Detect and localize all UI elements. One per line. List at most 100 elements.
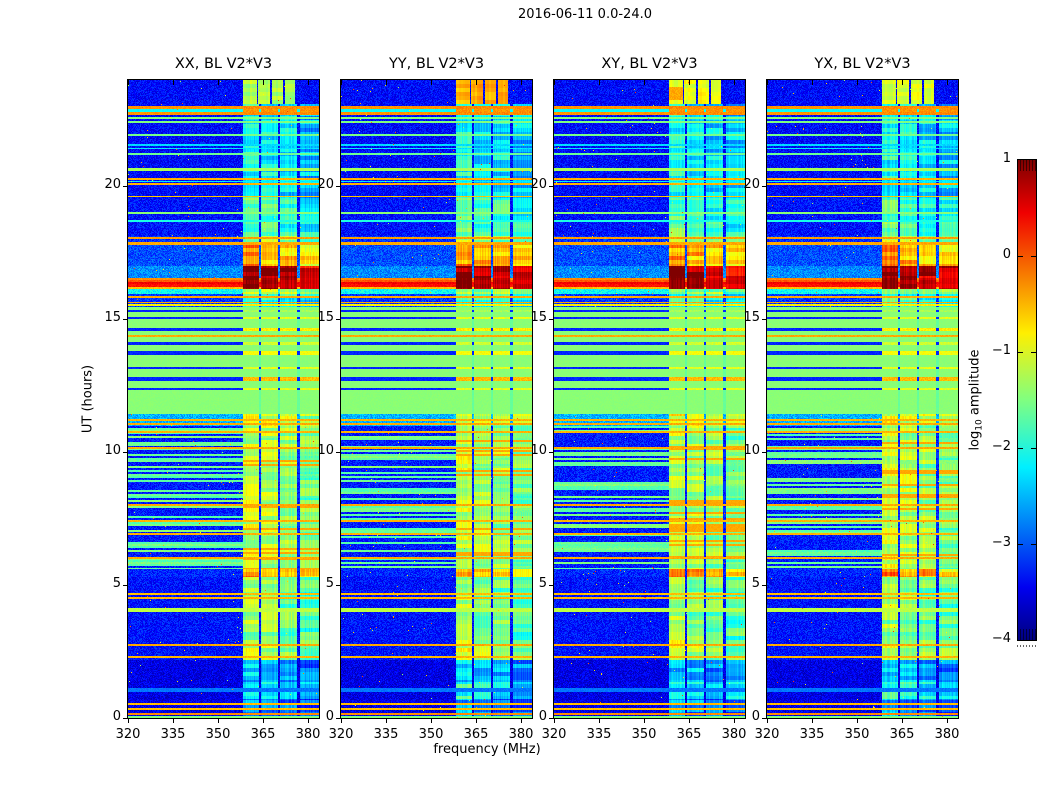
colorbar-tick-label: 0: [1002, 247, 1011, 262]
x-tick-top: [857, 80, 858, 85]
colorbar-tick: [1018, 544, 1023, 545]
x-tick-label: 350: [205, 727, 231, 742]
x-tick: [554, 719, 555, 723]
y-tick: [336, 452, 340, 454]
x-tick-label: 365: [250, 727, 276, 742]
y-tick: [549, 585, 553, 587]
spectrogram-canvas: [341, 80, 532, 718]
x-tick-label: 380: [295, 727, 321, 742]
colorbar-tick: [1018, 352, 1023, 353]
x-tick: [308, 719, 309, 723]
y-tick-label: 15: [317, 310, 334, 326]
y-axis-label: UT (hours): [80, 364, 96, 434]
y-tick-label: 20: [530, 177, 547, 193]
x-tick: [812, 719, 813, 723]
x-tick: [386, 719, 387, 723]
y-tick-label: 5: [751, 576, 760, 592]
x-tick-label: 320: [541, 727, 567, 742]
x-tick: [173, 719, 174, 723]
y-tick: [123, 186, 127, 188]
colorbar-tick: [1018, 448, 1023, 449]
y-tick-label: 10: [743, 443, 760, 459]
x-tick-top: [767, 80, 768, 85]
x-tick-top: [128, 80, 129, 85]
panel-frame: [340, 79, 533, 719]
panel-title: XY, BL V2*V3: [601, 56, 698, 72]
colorbar-gradient: [1018, 160, 1036, 640]
y-tick: [123, 319, 127, 321]
x-tick-label: 320: [328, 727, 354, 742]
y-tick: [549, 319, 553, 321]
x-tick: [644, 719, 645, 723]
x-tick-label: 380: [934, 727, 960, 742]
x-tick: [902, 719, 903, 723]
x-tick-label: 335: [160, 727, 186, 742]
y-tick: [336, 718, 340, 719]
panel-title: XX, BL V2*V3: [174, 56, 273, 72]
x-tick-label: 335: [586, 727, 612, 742]
y-tick-label: 15: [743, 310, 760, 326]
y-tick-label: 5: [112, 576, 121, 592]
x-tick-label: 380: [508, 727, 534, 742]
panel-frame: [553, 79, 746, 719]
y-tick-label: 0: [112, 709, 121, 724]
x-tick-label: 365: [463, 727, 489, 742]
x-tick: [476, 719, 477, 723]
x-tick: [734, 719, 735, 723]
x-tick-top: [902, 80, 903, 85]
x-tick-label: 350: [844, 727, 870, 742]
x-tick-top: [812, 80, 813, 85]
y-tick-label: 10: [317, 443, 334, 459]
colorbar-tick: [1031, 352, 1036, 353]
x-axis-label: frequency (MHz): [433, 742, 541, 757]
panel-title: YX, BL V2*V3: [814, 56, 911, 72]
figure-title: 2016-06-11 0.0-24.0: [518, 7, 652, 22]
x-tick-top: [476, 80, 477, 85]
y-tick: [762, 319, 766, 321]
colorbar-tick: [1018, 256, 1023, 257]
x-tick: [599, 719, 600, 723]
x-tick-top: [341, 80, 342, 85]
y-tick: [762, 585, 766, 587]
y-tick-label: 5: [325, 576, 334, 592]
x-tick: [947, 719, 948, 723]
y-tick-label: 10: [104, 443, 121, 459]
x-tick: [341, 719, 342, 723]
y-tick-label: 5: [538, 576, 547, 592]
x-tick-top: [689, 80, 690, 85]
colorbar-label: log10 amplitude: [967, 349, 985, 450]
spectrogram-canvas: [128, 80, 319, 718]
x-tick-label: 350: [631, 727, 657, 742]
y-tick: [762, 186, 766, 188]
x-tick-label: 335: [799, 727, 825, 742]
y-tick: [336, 319, 340, 321]
y-tick: [762, 452, 766, 454]
y-tick-label: 10: [530, 443, 547, 459]
x-tick: [218, 719, 219, 723]
y-tick-label: 20: [743, 177, 760, 193]
y-tick: [123, 718, 127, 719]
x-tick: [263, 719, 264, 723]
x-tick-label: 365: [889, 727, 915, 742]
x-tick-top: [734, 80, 735, 85]
y-tick-label: 20: [104, 177, 121, 193]
y-tick: [123, 585, 127, 587]
colorbar-tick-label: −2: [991, 439, 1011, 454]
x-tick-top: [947, 80, 948, 85]
x-tick: [857, 719, 858, 723]
y-tick: [336, 585, 340, 587]
colorbar-tick: [1031, 448, 1036, 449]
x-tick-top: [554, 80, 555, 85]
colorbar-tick-label: −3: [991, 535, 1011, 550]
x-tick-label: 350: [418, 727, 444, 742]
y-tick: [336, 186, 340, 188]
panel-frame: [127, 79, 320, 719]
x-tick: [689, 719, 690, 723]
y-tick-label: 0: [538, 709, 547, 724]
panel-frame: [766, 79, 959, 719]
colorbar-label-suffix: amplitude: [967, 349, 983, 420]
x-tick-label: 365: [676, 727, 702, 742]
y-tick: [549, 718, 553, 719]
y-tick-label: 0: [751, 709, 760, 724]
